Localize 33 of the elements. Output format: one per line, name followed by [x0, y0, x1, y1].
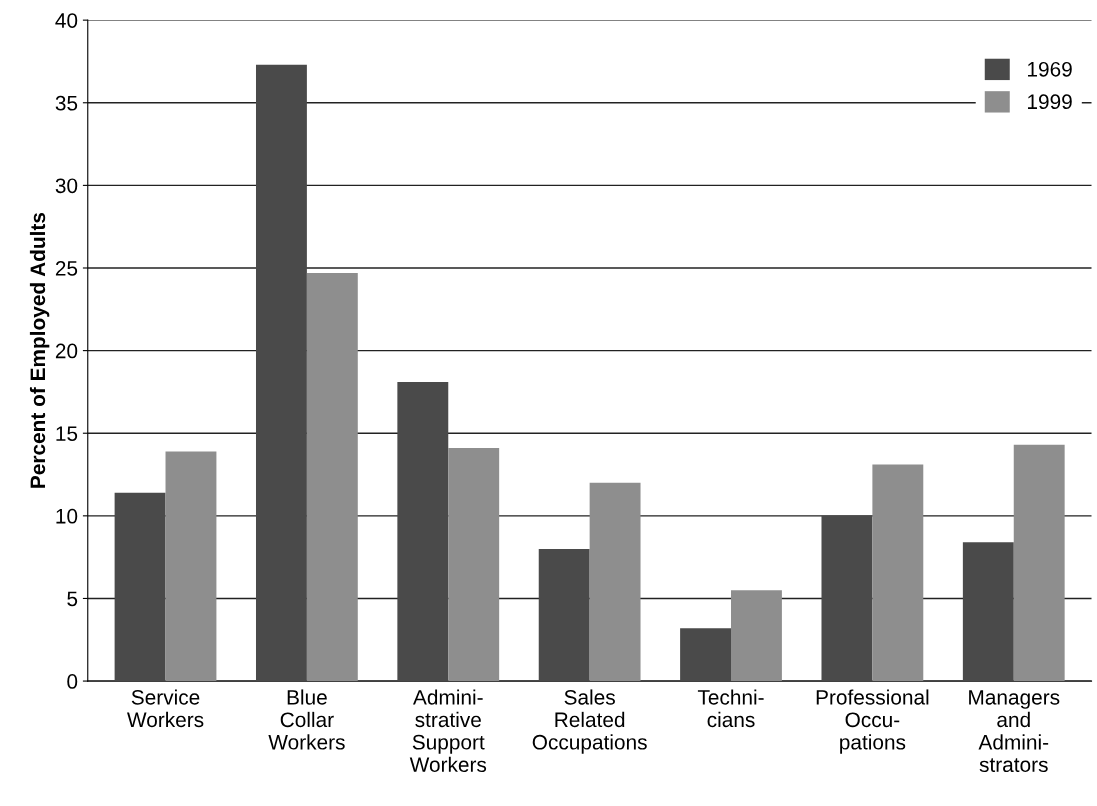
x-tick-label: Professional Occu- pations	[816, 689, 929, 754]
bar	[872, 464, 924, 682]
bar	[538, 548, 590, 682]
x-tick-label: Managers and Admini- strators	[969, 690, 1060, 773]
bar	[165, 451, 217, 682]
x-tick-label: Admini- strative Support Workers	[409, 689, 487, 773]
x-tick-label: Blue Collar Workers	[268, 689, 345, 750]
y-tick-label: 5	[67, 591, 78, 607]
bar	[962, 542, 1014, 682]
bar	[680, 628, 732, 682]
bar	[397, 382, 449, 682]
y-tick-label: 10	[56, 508, 78, 524]
x-tick-label: Service Workers	[127, 689, 204, 728]
y-axis-title: Percent of Employed Adults	[29, 212, 50, 488]
y-tick-label: 40	[55, 13, 78, 28]
x-tick-label: Techni- cians	[697, 689, 764, 728]
y-tick-label: 15	[56, 426, 78, 441]
y-tick-label: 25	[55, 261, 78, 276]
y-tick-label: 30	[55, 178, 78, 194]
bar	[114, 492, 166, 682]
bar	[1013, 444, 1065, 682]
x-tick-label: Sales Related Occupations	[532, 689, 647, 754]
bar	[589, 482, 641, 682]
bar	[306, 272, 358, 682]
y-tick-label: 0	[67, 674, 78, 689]
bar	[448, 448, 500, 682]
y-tick-label: 20	[55, 343, 78, 359]
bar	[731, 590, 782, 682]
legend-label: 1999	[1028, 94, 1072, 110]
bar	[821, 515, 873, 682]
bar	[255, 64, 307, 682]
y-tick-label: 35	[55, 95, 78, 111]
legend-label: 1969	[1028, 61, 1072, 77]
